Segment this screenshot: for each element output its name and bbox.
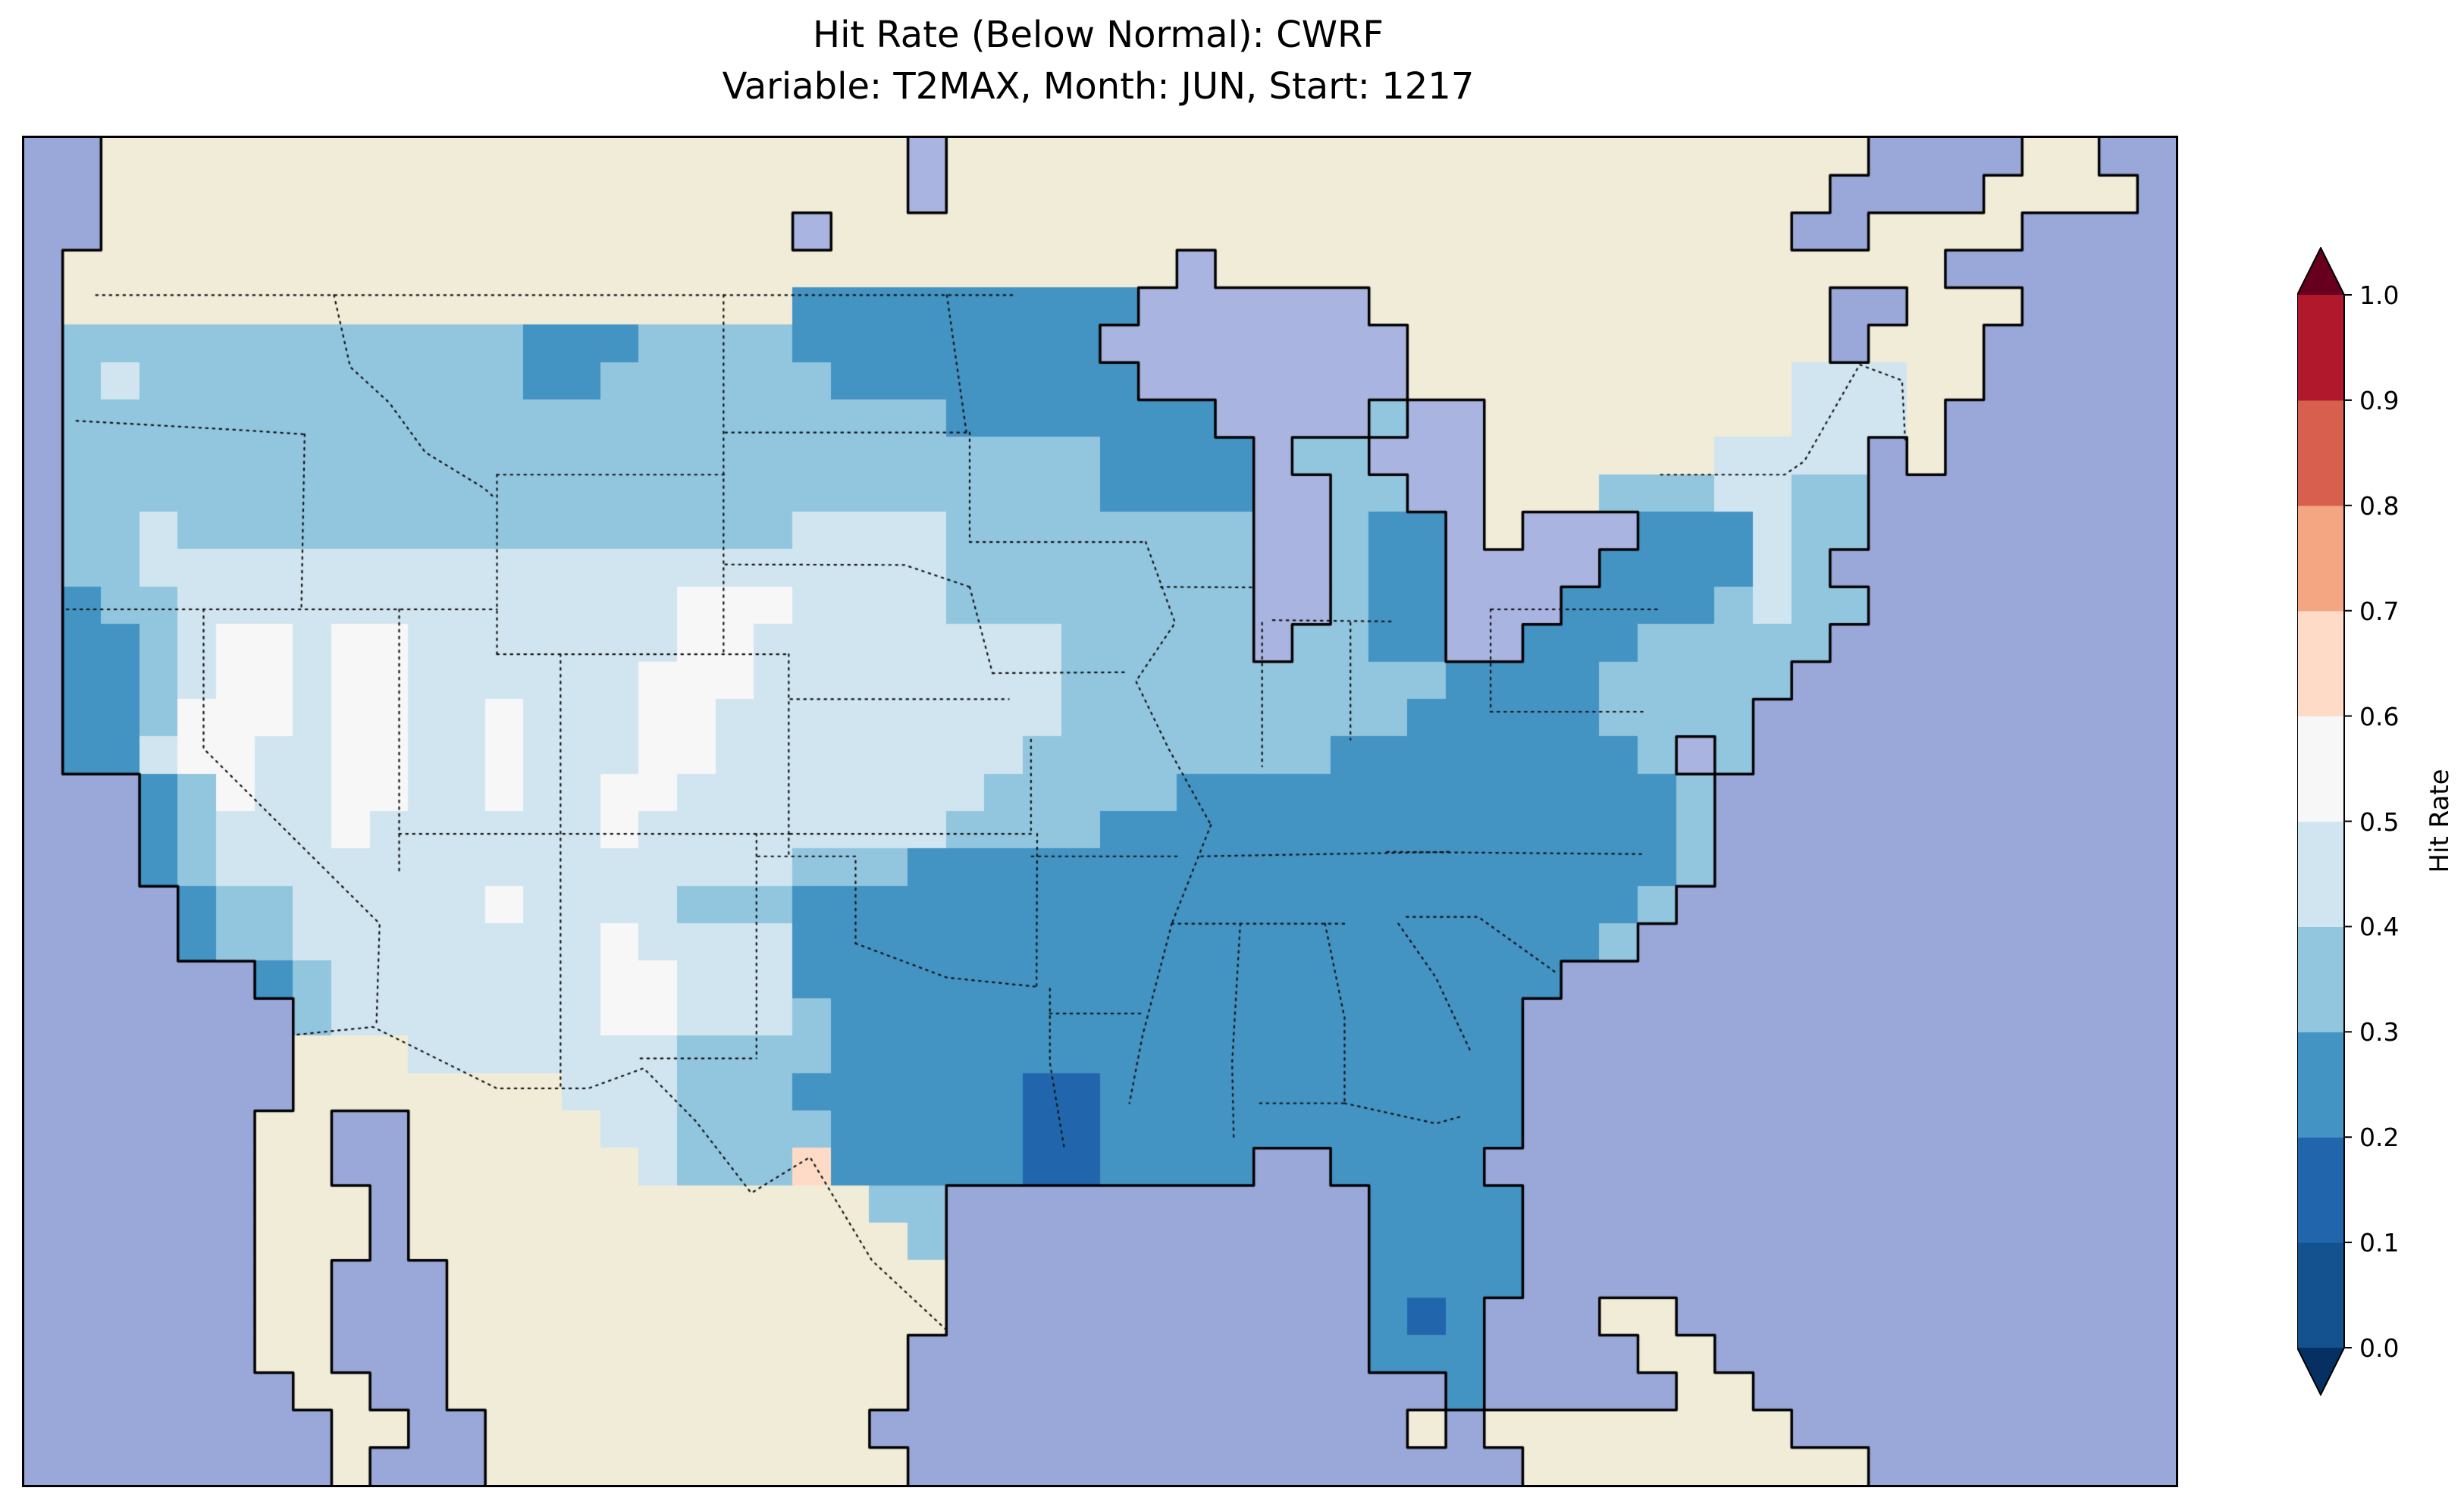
colorbar-tick-label: 0.9	[2359, 385, 2400, 415]
colorbar-segment	[2297, 1242, 2344, 1348]
plot-title: Hit Rate (Below Normal): CWRF Variable: …	[22, 9, 2174, 112]
colorbar-tick-label: 0.0	[2359, 1333, 2400, 1363]
colorbar-tick-label: 0.3	[2359, 1017, 2400, 1048]
colorbar-segment	[2297, 399, 2344, 506]
colorbar-segment	[2297, 295, 2344, 401]
map-axes	[22, 136, 2178, 1487]
colorbar-tick-label: 1.0	[2359, 280, 2400, 310]
colorbar-tick-label: 0.7	[2359, 596, 2400, 626]
colorbar-over-arrow	[2297, 248, 2344, 295]
colorbar	[2297, 247, 2352, 1396]
colorbar-tick-label: 0.1	[2359, 1228, 2400, 1258]
us-map-canvas	[24, 138, 2176, 1485]
plot-title-line1: Hit Rate (Below Normal): CWRF	[813, 14, 1384, 56]
colorbar-tick-label: 0.2	[2359, 1123, 2400, 1153]
colorbar-under-arrow	[2297, 1348, 2344, 1395]
colorbar-segment	[2297, 926, 2344, 1032]
plot-title-line2: Variable: T2MAX, Month: JUN, Start: 1217	[722, 65, 1475, 108]
colorbar-segment	[2297, 821, 2344, 927]
colorbar-tick-label: 0.4	[2359, 912, 2400, 942]
colorbar-segment	[2297, 505, 2344, 612]
colorbar-tick-label: 0.6	[2359, 701, 2400, 731]
colorbar-segment	[2297, 1137, 2344, 1243]
colorbar-segment	[2297, 610, 2344, 717]
colorbar-segment	[2297, 1032, 2344, 1138]
colorbar-tick-label: 0.8	[2359, 490, 2400, 521]
colorbar-axis-label: Hit Rate	[2425, 769, 2455, 873]
colorbar-tick-label: 0.5	[2359, 807, 2400, 837]
colorbar-segment	[2297, 716, 2344, 822]
